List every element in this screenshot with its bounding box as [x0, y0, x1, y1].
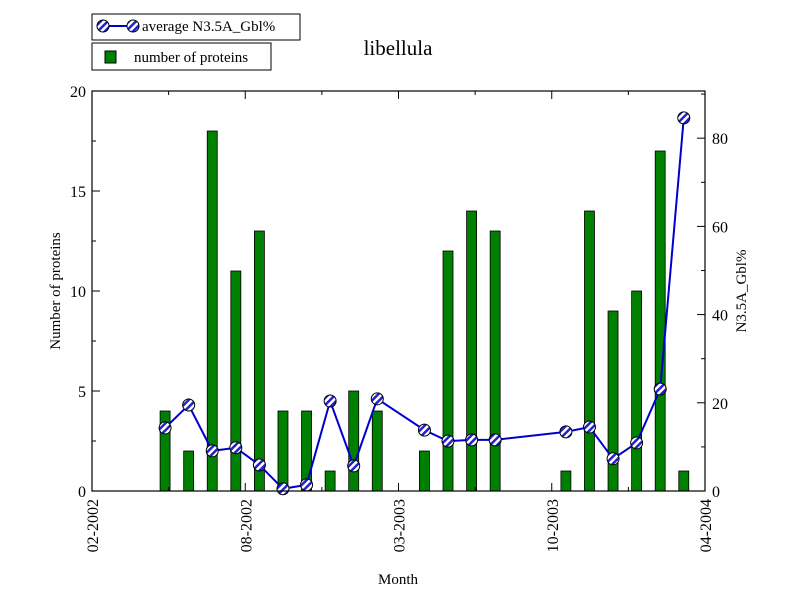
bar	[206, 130, 218, 492]
y-tick-label: 20	[70, 84, 86, 101]
bar	[678, 470, 690, 492]
y2-tick-label: 60	[712, 219, 728, 236]
line-point	[465, 433, 479, 447]
line-point	[653, 382, 667, 396]
x-tick-label: 10-2003	[545, 499, 562, 552]
bar	[183, 450, 195, 492]
line-point	[323, 394, 337, 408]
y2-tick-label: 20	[712, 396, 728, 413]
legend-marker-icon	[96, 19, 110, 33]
legend-label-line: average N3.5A_Gbl%	[142, 19, 275, 35]
line-point	[630, 436, 644, 450]
y-tick-label: 5	[78, 384, 86, 401]
chart-title: libellula	[364, 36, 433, 60]
line-point	[606, 452, 620, 466]
line-point	[559, 425, 573, 439]
x-tick-label: 02-2002	[85, 499, 102, 552]
line-point	[158, 421, 172, 435]
bar	[324, 470, 336, 492]
bar	[489, 230, 501, 492]
y2-axis-label: N3.5A_Gbl%	[734, 250, 750, 333]
x-tick-label: 08-2002	[238, 499, 255, 552]
bar	[371, 410, 383, 492]
line-point	[441, 434, 455, 448]
line-point	[182, 398, 196, 412]
bar	[348, 390, 360, 492]
bar	[230, 270, 242, 492]
line-point	[276, 482, 290, 496]
y-tick-label: 15	[70, 184, 86, 201]
line-point	[205, 444, 219, 458]
bar	[253, 230, 265, 492]
bar	[277, 410, 289, 492]
x-tick-label: 03-2003	[392, 499, 409, 552]
bar	[466, 210, 477, 492]
line-point	[229, 441, 243, 455]
legend-marker-icon	[126, 19, 140, 33]
bar	[560, 470, 572, 492]
x-axis-label: Month	[378, 572, 419, 588]
y2-tick-label: 80	[712, 131, 728, 148]
line-point	[488, 433, 502, 447]
x-tick-label: 04-2004	[698, 499, 715, 552]
line-point	[677, 111, 691, 125]
bar	[631, 290, 643, 492]
y-axis-label: Number of proteins	[48, 232, 64, 350]
line-point	[582, 420, 596, 434]
bar	[419, 450, 430, 492]
line-point	[300, 478, 314, 492]
legend-label-bar: number of proteins	[134, 50, 248, 66]
line-point	[370, 392, 384, 406]
legend-box-bar	[91, 42, 272, 71]
y2-tick-label: 40	[712, 308, 728, 325]
legend: average N3.5A_Gbl% number of proteins	[91, 13, 301, 71]
bar	[584, 210, 595, 492]
line-point	[252, 458, 266, 472]
y2-tick-label: 0	[712, 484, 720, 501]
line-point	[417, 423, 431, 437]
bar	[442, 250, 454, 492]
y-tick-label: 0	[78, 484, 86, 501]
y-tick-label: 10	[70, 284, 86, 301]
legend-bar-swatch	[104, 50, 117, 64]
bar	[654, 150, 666, 492]
line-point	[347, 459, 361, 473]
